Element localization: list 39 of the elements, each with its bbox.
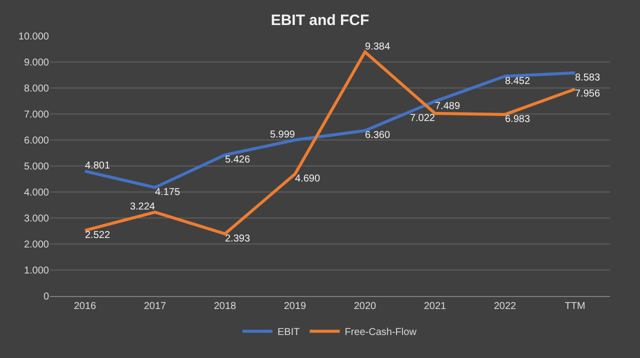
data-label: 8.452 [505, 76, 530, 87]
x-tick-label: 2022 [494, 301, 517, 312]
data-label: 7.022 [410, 112, 436, 124]
data-label: 7.956 [575, 88, 600, 100]
x-tick-label: 2016 [74, 301, 97, 312]
data-label: 6.983 [505, 114, 530, 125]
x-tick-label: TTM [564, 301, 586, 312]
y-tick-label: 0 [43, 292, 50, 302]
data-label: 4.801 [85, 160, 110, 172]
data-label: 7.489 [435, 100, 460, 112]
data-label: 8.583 [575, 72, 600, 84]
y-tick-label: 4.000 [24, 188, 50, 198]
data-label: 4.175 [155, 186, 180, 198]
data-label: 3.224 [130, 202, 156, 213]
y-tick-label: 3.000 [24, 214, 50, 224]
x-tick-label: 2019 [284, 301, 307, 312]
data-label: 9.384 [365, 42, 390, 53]
y-tick-label: 8.000 [24, 84, 50, 94]
line-series [84, 71, 576, 189]
data-label: 6.360 [365, 130, 390, 142]
x-tick-label: 2018 [214, 301, 237, 312]
y-tick-label: 1.000 [24, 266, 50, 276]
legend-label: EBIT [278, 327, 300, 338]
y-tick-label: 6.000 [24, 136, 50, 146]
data-label: 2.522 [85, 230, 110, 241]
y-tick-label: 9.000 [24, 58, 50, 68]
x-tick-label: 2020 [354, 301, 377, 312]
y-tick-label: 10.000 [18, 32, 50, 42]
data-label: 5.999 [270, 130, 296, 141]
data-label: 5.426 [225, 154, 250, 166]
legend-label: Free-Cash-Flow [344, 327, 418, 338]
y-tick-label: 7.000 [24, 110, 50, 120]
y-tick-label: 2.000 [24, 240, 50, 250]
chart-title: EBIT and FCF [270, 12, 370, 29]
data-label: 2.393 [225, 233, 250, 244]
data-label: 4.690 [295, 174, 320, 185]
x-tick-label: 2017 [144, 301, 167, 312]
x-tick-label: 2021 [424, 301, 447, 312]
y-tick-label: 5.000 [24, 162, 50, 172]
